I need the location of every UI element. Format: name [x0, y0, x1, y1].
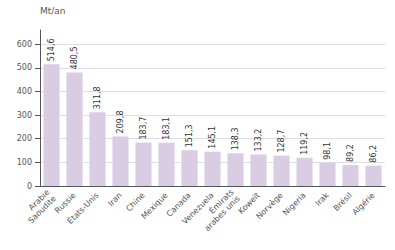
svg-text:133,2: 133,2 [254, 129, 263, 152]
svg-text:Norvège: Norvège [254, 191, 284, 221]
svg-text:89,2: 89,2 [346, 144, 355, 162]
svg-text:514,6: 514,6 [47, 38, 56, 61]
svg-text:209,8: 209,8 [116, 111, 125, 134]
svg-text:Irak: Irak [314, 191, 331, 208]
svg-text:183,1: 183,1 [162, 117, 171, 140]
svg-text:Nigeria: Nigeria [281, 191, 308, 218]
svg-text:300: 300 [17, 111, 32, 120]
svg-text:119,2: 119,2 [300, 132, 309, 155]
svg-text:arabes unis: arabes unis [203, 194, 242, 233]
svg-text:Chine: Chine [124, 190, 147, 214]
svg-text:Venezuela: Venezuela [180, 190, 216, 227]
svg-text:Mt/an: Mt/an [40, 6, 66, 16]
svg-text:Iran: Iran [106, 191, 123, 208]
svg-text:480,5: 480,5 [70, 47, 79, 70]
svg-text:600: 600 [17, 40, 32, 49]
svg-text:86,2: 86,2 [369, 145, 378, 163]
svg-text:311,8: 311,8 [93, 86, 102, 109]
svg-text:128,7: 128,7 [277, 130, 286, 153]
svg-text:Algérie: Algérie [350, 191, 376, 217]
svg-text:Canada: Canada [164, 190, 193, 219]
svg-text:États-Unis: États-Unis [65, 190, 101, 226]
svg-text:Saoudite: Saoudite [26, 194, 58, 226]
svg-text:138,3: 138,3 [231, 127, 240, 150]
svg-text:0: 0 [27, 182, 32, 191]
svg-text:400: 400 [17, 87, 32, 96]
svg-text:Arabie: Arabie [26, 187, 52, 213]
svg-text:Mexique: Mexique [140, 191, 170, 221]
svg-text:Brésil: Brésil [331, 190, 354, 213]
svg-text:183,7: 183,7 [139, 117, 148, 140]
svg-text:100: 100 [17, 158, 32, 167]
svg-text:200: 200 [17, 134, 32, 143]
svg-text:500: 500 [17, 63, 32, 72]
svg-text:145,1: 145,1 [208, 126, 217, 149]
svg-text:Koweït: Koweït [236, 190, 262, 216]
svg-text:98,1: 98,1 [323, 142, 332, 160]
svg-text:Russie: Russie [53, 190, 78, 216]
svg-text:151,3: 151,3 [185, 124, 194, 147]
svg-text:Émirats: Émirats [207, 187, 236, 216]
